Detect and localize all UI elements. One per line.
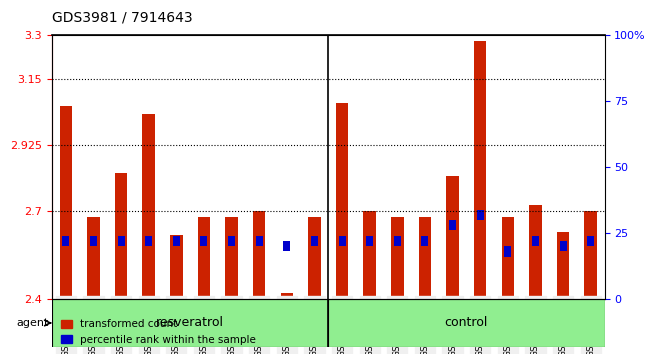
Bar bbox=[200, 236, 207, 246]
Bar bbox=[198, 217, 210, 299]
Bar bbox=[474, 41, 486, 299]
Bar bbox=[587, 236, 594, 246]
Bar bbox=[336, 103, 348, 299]
Bar bbox=[529, 205, 541, 299]
Bar bbox=[391, 217, 404, 299]
Bar bbox=[447, 176, 459, 299]
Bar bbox=[170, 235, 183, 299]
Text: control: control bbox=[445, 316, 488, 330]
Bar bbox=[87, 217, 99, 299]
Bar bbox=[283, 241, 291, 251]
Bar bbox=[557, 232, 569, 299]
Bar bbox=[90, 236, 97, 246]
Bar bbox=[311, 236, 318, 246]
Bar bbox=[115, 173, 127, 299]
Bar bbox=[476, 210, 484, 220]
Bar bbox=[419, 217, 431, 299]
Bar bbox=[142, 114, 155, 299]
Bar bbox=[173, 236, 180, 246]
Bar bbox=[366, 236, 373, 246]
FancyBboxPatch shape bbox=[52, 299, 328, 347]
Bar bbox=[449, 220, 456, 230]
Bar bbox=[394, 236, 401, 246]
Bar bbox=[502, 217, 514, 299]
Bar bbox=[504, 246, 512, 257]
Bar bbox=[560, 241, 567, 251]
Bar bbox=[62, 236, 70, 246]
Bar bbox=[281, 293, 293, 299]
Bar bbox=[363, 211, 376, 299]
Legend: transformed count, percentile rank within the sample: transformed count, percentile rank withi… bbox=[57, 315, 260, 349]
Bar bbox=[228, 236, 235, 246]
Bar bbox=[253, 211, 265, 299]
Bar bbox=[145, 236, 152, 246]
Bar bbox=[339, 236, 346, 246]
Bar bbox=[226, 217, 238, 299]
Bar bbox=[308, 217, 320, 299]
Bar bbox=[60, 106, 72, 299]
Bar bbox=[532, 236, 539, 246]
Bar bbox=[584, 211, 597, 299]
Text: agent: agent bbox=[17, 318, 49, 328]
Bar bbox=[255, 236, 263, 246]
FancyBboxPatch shape bbox=[328, 299, 604, 347]
Text: GDS3981 / 7914643: GDS3981 / 7914643 bbox=[52, 11, 192, 25]
Bar bbox=[421, 236, 428, 246]
Text: resveratrol: resveratrol bbox=[156, 316, 224, 330]
Bar bbox=[118, 236, 125, 246]
